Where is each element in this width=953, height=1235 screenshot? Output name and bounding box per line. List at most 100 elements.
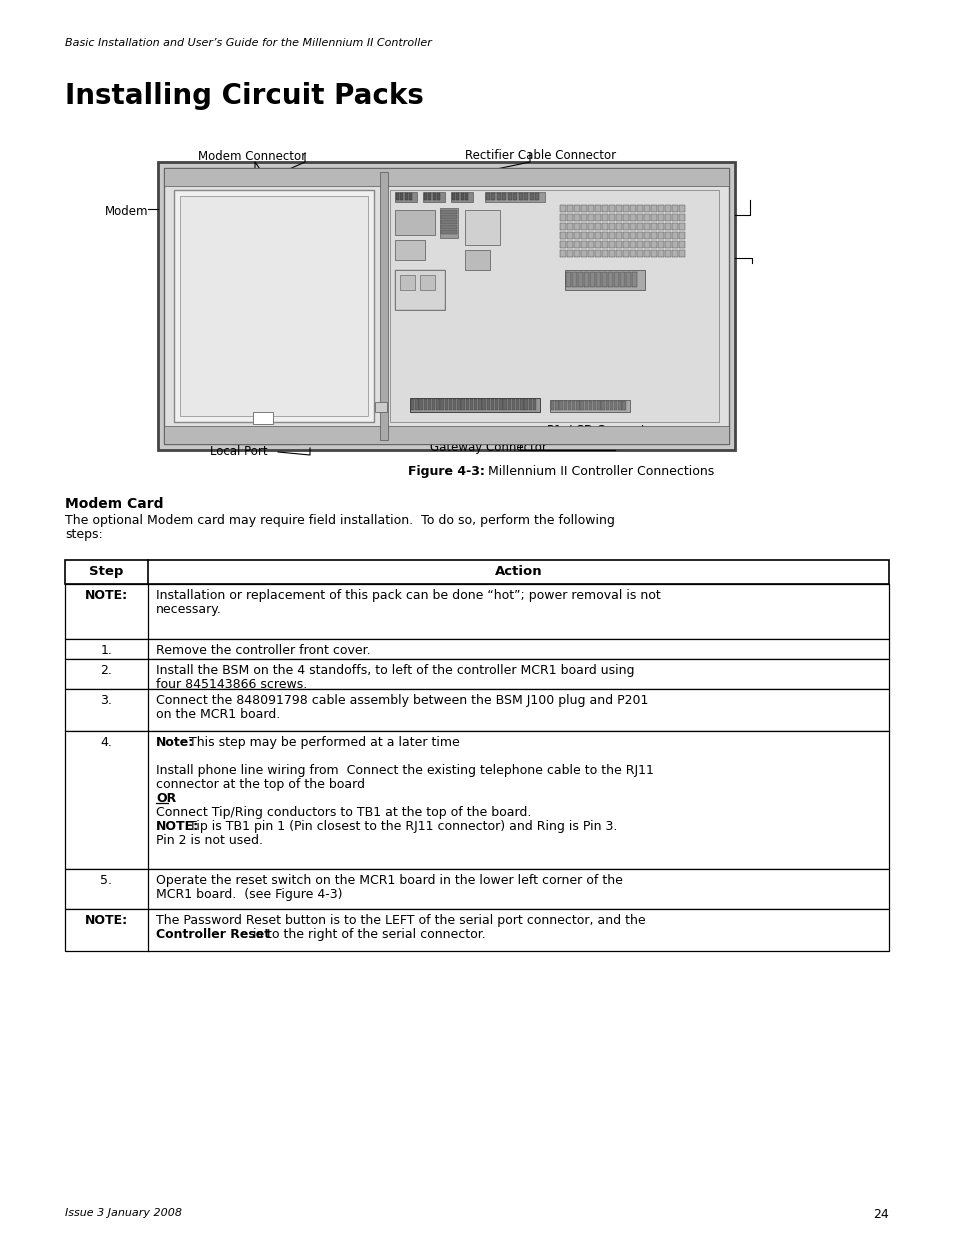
Bar bbox=[595, 205, 600, 212]
Bar bbox=[608, 241, 615, 248]
Bar bbox=[650, 241, 657, 248]
Bar bbox=[643, 214, 649, 221]
Bar bbox=[497, 193, 500, 200]
Bar bbox=[664, 249, 670, 257]
Text: Installing Circuit Packs: Installing Circuit Packs bbox=[65, 82, 423, 110]
Bar bbox=[464, 249, 490, 270]
Bar bbox=[580, 224, 586, 230]
Bar bbox=[453, 399, 456, 410]
Bar bbox=[422, 191, 444, 203]
Bar bbox=[629, 224, 636, 230]
Bar bbox=[448, 399, 452, 410]
Bar bbox=[664, 241, 670, 248]
Bar bbox=[650, 249, 657, 257]
Bar bbox=[622, 214, 628, 221]
Bar bbox=[622, 232, 628, 240]
Text: NOTE:: NOTE: bbox=[85, 589, 128, 601]
Bar bbox=[524, 193, 528, 200]
Bar bbox=[595, 232, 600, 240]
Bar bbox=[400, 193, 403, 200]
Bar bbox=[631, 272, 637, 287]
Circle shape bbox=[353, 399, 363, 409]
Text: Pin 2 is not used.: Pin 2 is not used. bbox=[156, 834, 263, 847]
Bar bbox=[440, 225, 456, 228]
Bar bbox=[566, 232, 573, 240]
Bar bbox=[433, 193, 436, 200]
Bar bbox=[601, 224, 607, 230]
Bar bbox=[432, 399, 435, 410]
Bar bbox=[419, 275, 435, 290]
Bar bbox=[608, 214, 615, 221]
Bar bbox=[608, 232, 615, 240]
Bar bbox=[574, 214, 579, 221]
Bar bbox=[643, 241, 649, 248]
Bar bbox=[580, 241, 586, 248]
Bar bbox=[596, 272, 600, 287]
Bar bbox=[423, 193, 427, 200]
Text: Basic Installation and User’s Guide for the Millennium II Controller: Basic Installation and User’s Guide for … bbox=[65, 38, 432, 48]
Circle shape bbox=[184, 403, 188, 406]
Bar bbox=[664, 232, 670, 240]
Bar bbox=[440, 220, 456, 224]
Bar bbox=[65, 909, 888, 951]
Bar bbox=[491, 193, 495, 200]
Text: Install phone line wiring from  Connect the existing telephone cable to the RJ11: Install phone line wiring from Connect t… bbox=[156, 764, 653, 777]
Bar bbox=[507, 399, 511, 410]
Bar bbox=[664, 214, 670, 221]
Bar bbox=[405, 193, 408, 200]
Bar bbox=[486, 399, 490, 410]
Circle shape bbox=[181, 198, 191, 207]
Bar bbox=[452, 193, 455, 200]
Bar bbox=[587, 232, 594, 240]
Bar bbox=[664, 205, 670, 212]
Bar bbox=[614, 401, 617, 410]
Text: Step: Step bbox=[90, 564, 124, 578]
Bar bbox=[474, 399, 477, 410]
Bar bbox=[65, 869, 888, 909]
Bar bbox=[65, 559, 888, 584]
Text: 5.: 5. bbox=[100, 874, 112, 887]
Bar bbox=[164, 426, 728, 445]
Bar bbox=[614, 272, 618, 287]
Bar bbox=[456, 193, 459, 200]
Bar bbox=[629, 232, 636, 240]
Bar bbox=[637, 205, 642, 212]
Bar bbox=[629, 214, 636, 221]
Bar bbox=[574, 232, 579, 240]
Bar bbox=[588, 401, 592, 410]
Bar bbox=[605, 401, 608, 410]
Bar bbox=[608, 224, 615, 230]
Text: Issue 3 January 2008: Issue 3 January 2008 bbox=[65, 1208, 182, 1218]
Bar bbox=[566, 214, 573, 221]
Text: MCR1 board.  (see Figure 4-3): MCR1 board. (see Figure 4-3) bbox=[156, 888, 342, 902]
Bar bbox=[464, 210, 499, 245]
Bar bbox=[637, 249, 642, 257]
Bar bbox=[477, 399, 481, 410]
Bar bbox=[578, 272, 582, 287]
Bar bbox=[498, 399, 502, 410]
Bar bbox=[658, 241, 663, 248]
Text: 3.: 3. bbox=[100, 694, 112, 706]
Bar bbox=[565, 272, 571, 287]
Bar bbox=[495, 399, 498, 410]
Bar bbox=[574, 224, 579, 230]
Bar bbox=[559, 224, 565, 230]
Circle shape bbox=[172, 175, 176, 180]
Bar bbox=[622, 224, 628, 230]
Bar bbox=[643, 224, 649, 230]
Circle shape bbox=[483, 329, 496, 341]
Bar bbox=[440, 230, 456, 233]
Bar bbox=[482, 399, 485, 410]
Bar bbox=[579, 401, 583, 410]
Bar bbox=[395, 191, 416, 203]
Bar bbox=[679, 241, 684, 248]
Circle shape bbox=[475, 280, 495, 300]
Bar bbox=[658, 224, 663, 230]
Bar bbox=[65, 659, 888, 689]
Bar bbox=[465, 193, 468, 200]
Circle shape bbox=[168, 429, 180, 440]
Bar bbox=[465, 399, 469, 410]
Bar bbox=[395, 193, 398, 200]
Bar bbox=[595, 214, 600, 221]
Circle shape bbox=[181, 399, 191, 409]
